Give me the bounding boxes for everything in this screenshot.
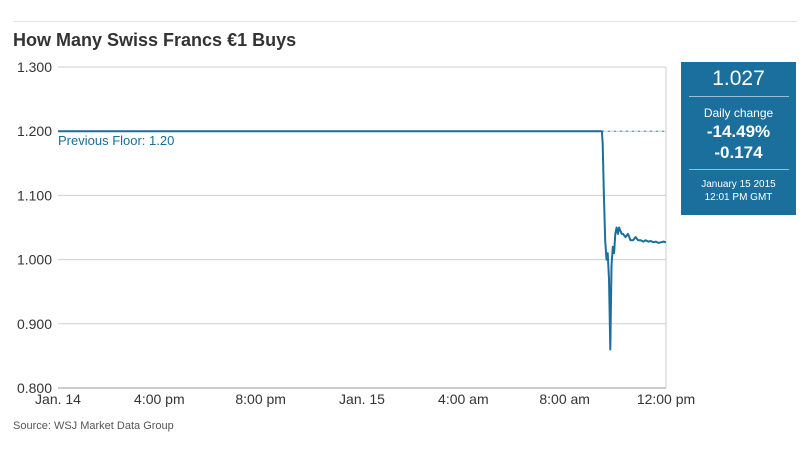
top-rule [13,21,797,22]
callout-divider [688,96,789,97]
y-tick-label: 0.900 [17,316,52,332]
callout-divider [688,169,789,170]
callout-time: 12:01 PM GMT [704,192,773,203]
grid-lines [58,66,667,389]
callout-price: 1.027 [712,67,765,90]
x-tick-label: Jan. 14 [35,391,81,407]
y-tick-label: 1.300 [17,59,52,75]
callout-date: January 15 2015 [701,179,776,190]
x-tick-label: 4:00 pm [134,391,185,407]
x-tick-label: 4:00 am [438,391,489,407]
callout-daily-change-pct: -14.49% [706,122,771,141]
y-axis-ticks: 1.300 1.200 1.100 1.000 0.900 0.800 [17,59,52,396]
callout-daily-change-abs: -0.174 [714,143,763,162]
x-tick-label: Jan. 15 [339,391,385,407]
series-line-eur-chf [58,130,667,351]
y-tick-label: 1.100 [17,187,52,203]
x-axis-ticks: Jan. 14 4:00 pm 8:00 pm Jan. 15 4:00 am 8:00 … [35,391,695,407]
x-tick-label: 12:00 pm [637,391,695,407]
y-tick-label: 1.200 [17,123,52,139]
source-note: Source: WSJ Market Data Group [13,420,174,432]
x-tick-label: 8:00 pm [235,391,286,407]
x-tick-label: 8:00 am [539,391,590,407]
price-callout: 1.027 Daily change -14.49% -0.174 Januar… [681,62,796,215]
floor-label: Previous Floor: 1.20 [58,133,174,148]
y-tick-label: 1.000 [17,252,52,268]
callout-daily-change-label: Daily change [703,106,774,120]
chart-title: How Many Swiss Francs €1 Buys [13,30,297,50]
y-tick-label: 0.800 [17,380,52,396]
